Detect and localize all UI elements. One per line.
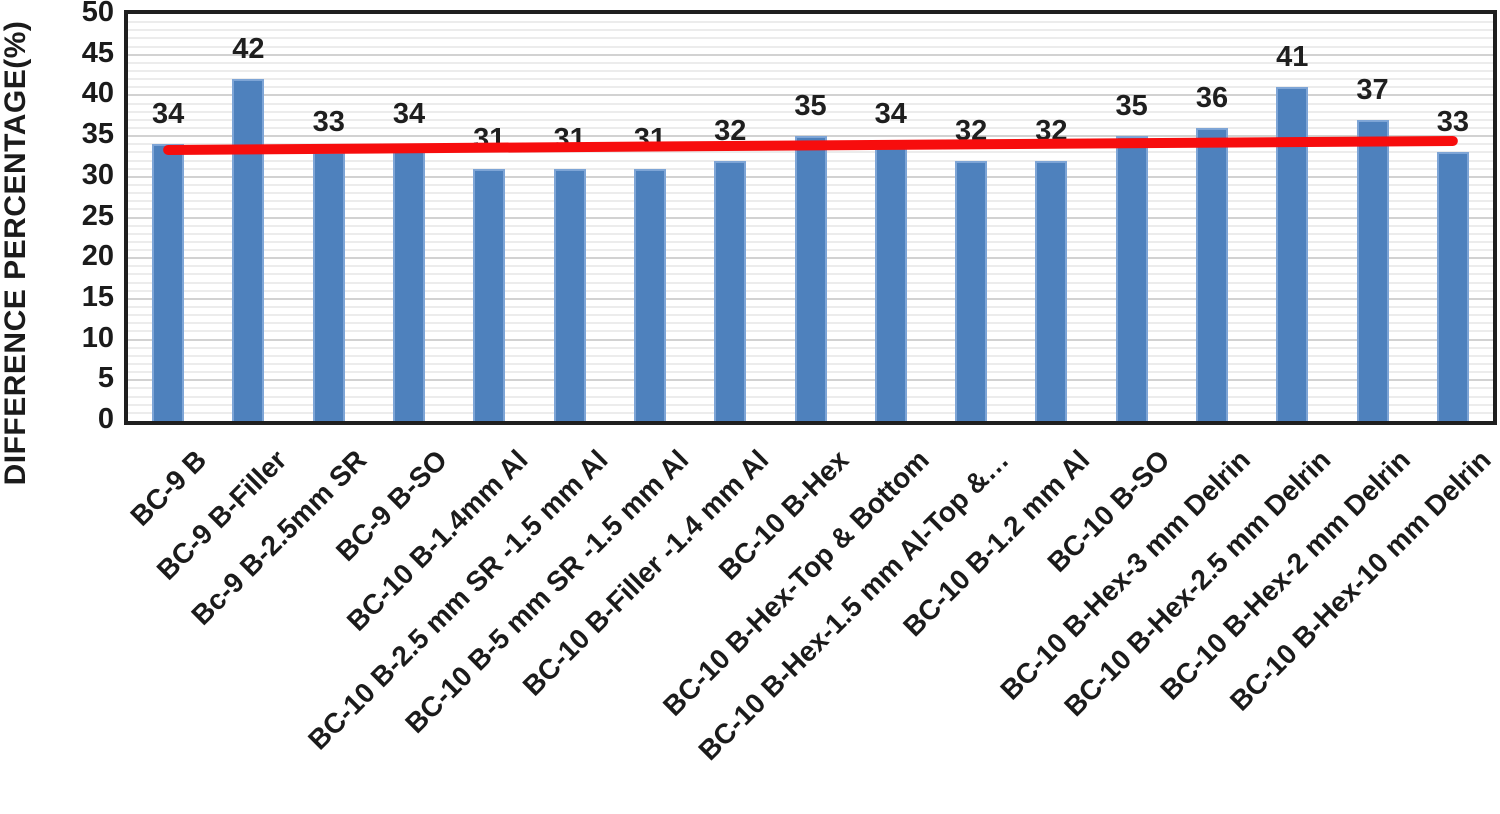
bar (955, 160, 988, 421)
bar (312, 152, 345, 421)
bar (1436, 152, 1469, 421)
bar-value-label: 37 (1356, 73, 1389, 106)
bar-value-label: 35 (1115, 90, 1148, 123)
minor-gridline (128, 69, 1493, 72)
y-tick-label: 5 (97, 362, 114, 395)
minor-gridline (128, 126, 1493, 129)
plot-area: 34 42 33 34 31 31 31 32 35 34 32 32 35 36 41 37 33 (124, 10, 1497, 425)
bar (553, 168, 586, 421)
bar-value-label: 34 (392, 98, 426, 131)
minor-gridline (128, 86, 1493, 89)
minor-gridline (128, 78, 1493, 81)
bar (1035, 160, 1068, 421)
bar-value-label: 41 (1276, 41, 1309, 74)
bar (1115, 136, 1148, 421)
bar (874, 144, 907, 421)
bar-value-label: 36 (1195, 81, 1229, 114)
y-tick-label: 35 (81, 118, 114, 151)
bar (794, 136, 827, 421)
y-tick-label: 50 (81, 0, 114, 28)
y-tick-label: 25 (81, 199, 114, 232)
bar (633, 168, 666, 421)
y-tick-label: 0 (97, 403, 114, 435)
bar-value-label: 34 (874, 98, 907, 131)
minor-gridline (128, 118, 1493, 121)
trend-line (163, 135, 1458, 155)
bar (473, 168, 506, 421)
minor-gridline (128, 37, 1493, 40)
bar (1195, 127, 1228, 421)
y-tick-label: 45 (81, 36, 114, 69)
bar (714, 160, 747, 421)
major-gridline (128, 94, 1493, 97)
bar (393, 144, 426, 421)
bar-value-label: 33 (1436, 106, 1469, 139)
y-tick-label: 20 (81, 240, 114, 273)
bar (232, 79, 265, 421)
bar (1356, 119, 1389, 421)
y-tick-label: 15 (81, 280, 114, 313)
minor-gridline (128, 110, 1493, 113)
y-tick-label: 10 (81, 321, 114, 354)
minor-gridline (128, 45, 1493, 48)
bar (152, 144, 185, 421)
minor-gridline (128, 102, 1493, 105)
y-tick-label: 30 (81, 158, 114, 191)
minor-gridline (128, 61, 1493, 64)
minor-gridline (128, 21, 1493, 24)
bar-value-label: 35 (794, 90, 827, 123)
bar-value-label: 34 (152, 98, 185, 131)
major-gridline (128, 53, 1493, 56)
bar-value-label: 42 (232, 33, 265, 66)
y-tick-label: 40 (81, 77, 114, 110)
bar-value-label: 33 (312, 106, 345, 139)
minor-gridline (128, 29, 1493, 32)
